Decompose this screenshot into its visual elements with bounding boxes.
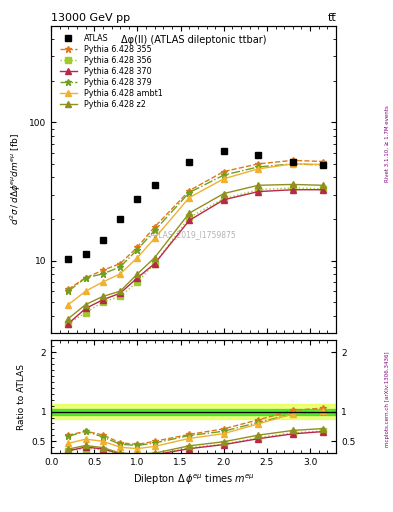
Line: Pythia 6.428 370: Pythia 6.428 370: [66, 187, 326, 326]
Pythia 6.428 379: [152, 227, 157, 233]
Pythia 6.428 355: [321, 158, 325, 164]
Pythia 6.428 355: [66, 286, 71, 292]
ATLAS: [118, 216, 123, 222]
Pythia 6.428 z2: [83, 302, 88, 308]
Pythia 6.428 z2: [135, 271, 140, 277]
Pythia 6.428 355: [152, 224, 157, 230]
Pythia 6.428 370: [83, 305, 88, 311]
Pythia 6.428 370: [290, 187, 295, 193]
Pythia 6.428 379: [221, 172, 226, 178]
Pythia 6.428 370: [256, 188, 261, 195]
Line: Pythia 6.428 ambt1: Pythia 6.428 ambt1: [66, 161, 326, 307]
Y-axis label: Ratio to ATLAS: Ratio to ATLAS: [17, 364, 26, 430]
Pythia 6.428 356: [290, 185, 295, 191]
Pythia 6.428 ambt1: [101, 279, 105, 285]
Text: 13000 GeV pp: 13000 GeV pp: [51, 13, 130, 23]
Pythia 6.428 370: [152, 261, 157, 267]
ATLAS: [290, 158, 295, 164]
Pythia 6.428 ambt1: [290, 161, 295, 167]
Pythia 6.428 ambt1: [321, 161, 325, 167]
Pythia 6.428 356: [135, 279, 140, 285]
ATLAS: [221, 148, 226, 154]
Pythia 6.428 356: [221, 196, 226, 202]
ATLAS: [83, 251, 88, 257]
Pythia 6.428 355: [221, 168, 226, 175]
Pythia 6.428 z2: [321, 182, 325, 188]
ATLAS: [321, 162, 325, 168]
Pythia 6.428 z2: [290, 181, 295, 187]
Pythia 6.428 370: [118, 290, 123, 296]
Pythia 6.428 370: [135, 275, 140, 281]
Pythia 6.428 370: [187, 217, 192, 223]
Line: Pythia 6.428 z2: Pythia 6.428 z2: [66, 182, 326, 322]
Pythia 6.428 355: [101, 267, 105, 273]
Pythia 6.428 ambt1: [66, 302, 71, 308]
Pythia 6.428 355: [118, 261, 123, 267]
ATLAS: [135, 196, 140, 202]
Pythia 6.428 370: [221, 197, 226, 203]
Pythia 6.428 z2: [66, 315, 71, 322]
ATLAS: [256, 152, 261, 158]
Line: Pythia 6.428 379: Pythia 6.428 379: [65, 160, 327, 294]
Bar: [51, 404, 336, 419]
Pythia 6.428 356: [83, 310, 88, 316]
Pythia 6.428 379: [256, 164, 261, 170]
Pythia 6.428 379: [135, 246, 140, 252]
Pythia 6.428 356: [152, 261, 157, 267]
Pythia 6.428 379: [83, 275, 88, 281]
Pythia 6.428 356: [321, 186, 325, 192]
Pythia 6.428 355: [256, 161, 261, 167]
Pythia 6.428 356: [187, 215, 192, 221]
Pythia 6.428 370: [66, 321, 71, 327]
Pythia 6.428 ambt1: [221, 176, 226, 182]
ATLAS: [66, 255, 71, 262]
Pythia 6.428 ambt1: [118, 271, 123, 277]
Pythia 6.428 379: [321, 162, 325, 168]
Line: ATLAS: ATLAS: [65, 148, 326, 262]
Pythia 6.428 356: [256, 187, 261, 193]
Pythia 6.428 379: [187, 189, 192, 196]
Text: tt̅: tt̅: [327, 13, 336, 23]
ATLAS: [101, 237, 105, 243]
Text: Δφ(ll) (ATLAS dileptonic ttbar): Δφ(ll) (ATLAS dileptonic ttbar): [121, 35, 266, 45]
Line: Pythia 6.428 356: Pythia 6.428 356: [66, 185, 326, 326]
Pythia 6.428 355: [290, 157, 295, 163]
Pythia 6.428 370: [321, 187, 325, 193]
Pythia 6.428 z2: [101, 293, 105, 300]
Text: mcplots.cern.ch [arXiv:1306.3436]: mcplots.cern.ch [arXiv:1306.3436]: [385, 352, 389, 447]
Pythia 6.428 ambt1: [187, 195, 192, 201]
Y-axis label: $d^2\sigma\,/\,d\Delta\phi^{e\mu}dm^{e\mu}$ [fb]: $d^2\sigma\,/\,d\Delta\phi^{e\mu}dm^{e\m…: [9, 133, 24, 225]
Pythia 6.428 355: [83, 275, 88, 281]
Legend: ATLAS, Pythia 6.428 355, Pythia 6.428 356, Pythia 6.428 370, Pythia 6.428 379, P: ATLAS, Pythia 6.428 355, Pythia 6.428 35…: [58, 33, 164, 111]
Pythia 6.428 ambt1: [152, 235, 157, 241]
Pythia 6.428 ambt1: [135, 254, 140, 261]
Pythia 6.428 356: [66, 321, 71, 327]
Pythia 6.428 z2: [256, 182, 261, 188]
Pythia 6.428 z2: [152, 254, 157, 261]
Pythia 6.428 356: [101, 299, 105, 305]
Pythia 6.428 z2: [221, 190, 226, 197]
Pythia 6.428 379: [66, 288, 71, 294]
Pythia 6.428 356: [118, 293, 123, 300]
Line: Pythia 6.428 355: Pythia 6.428 355: [65, 157, 327, 293]
ATLAS: [152, 182, 157, 188]
Pythia 6.428 379: [290, 161, 295, 167]
Pythia 6.428 355: [135, 244, 140, 250]
Bar: [51, 409, 336, 415]
ATLAS: [187, 158, 192, 164]
Pythia 6.428 ambt1: [256, 166, 261, 172]
Text: ATLAS_2019_I1759875: ATLAS_2019_I1759875: [150, 230, 237, 239]
Pythia 6.428 379: [118, 264, 123, 270]
Text: Rivet 3.1.10, ≥ 1.7M events: Rivet 3.1.10, ≥ 1.7M events: [385, 105, 389, 182]
Pythia 6.428 355: [187, 187, 192, 194]
Pythia 6.428 z2: [118, 288, 123, 294]
Pythia 6.428 379: [101, 271, 105, 277]
X-axis label: Dilepton $\Delta\,\phi^{e\mu}$ times $m^{e\mu}$: Dilepton $\Delta\,\phi^{e\mu}$ times $m^…: [132, 473, 255, 487]
Pythia 6.428 z2: [187, 210, 192, 216]
Pythia 6.428 ambt1: [83, 288, 88, 294]
Pythia 6.428 370: [101, 296, 105, 303]
